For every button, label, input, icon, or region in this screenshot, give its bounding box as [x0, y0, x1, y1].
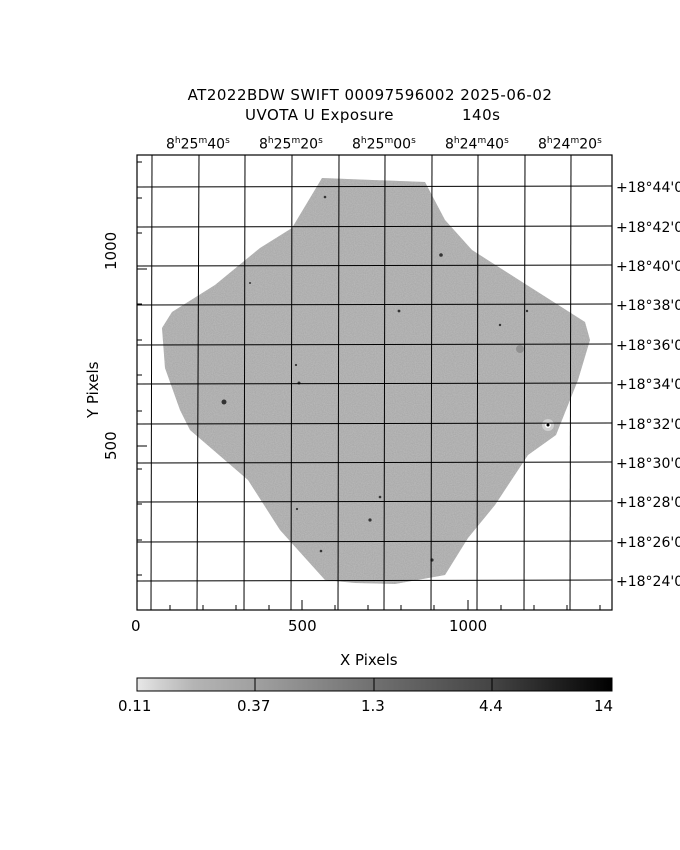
dec-tick-label: +18°36'0: [616, 338, 680, 354]
x-axis-label: X Pixels: [340, 651, 398, 669]
ra-tick-label: 8h25m20s: [259, 136, 323, 153]
ra-tick-label: 8h24m20s: [538, 136, 602, 153]
colorbar-label: 14: [594, 697, 614, 715]
y-tick-label: 1000: [102, 231, 120, 270]
x-tick-label: 500: [288, 617, 317, 635]
colorbar-label: 4.4: [479, 697, 503, 715]
ra-tick-label: 8h25m00s: [352, 136, 416, 153]
dec-tick-label: +18°34'0: [616, 377, 680, 393]
y-tick-label: 500: [102, 431, 120, 460]
dec-tick-label: +18°38'0: [616, 298, 680, 314]
colorbar-label: 0.11: [118, 697, 152, 715]
dec-tick-label: +18°40'0: [616, 259, 680, 275]
dec-tick-label: +18°24'0: [616, 574, 680, 590]
image-title: AT2022BDW SWIFT 00097596002 2025-06-02: [187, 86, 553, 104]
exposure-value: 140s: [462, 106, 501, 124]
ra-tick-label: 8h25m40s: [166, 136, 230, 153]
dec-tick-label: +18°28'0: [616, 495, 680, 511]
x-ticks: [136, 600, 601, 610]
colorbar-label: 1.3: [361, 697, 385, 715]
plot-frame: [136, 154, 613, 611]
exposure-label: UVOTA U Exposure: [245, 106, 394, 124]
colorbar: [136, 677, 613, 692]
ra-tick-label: 8h24m40s: [445, 136, 509, 153]
exposure-field: [162, 178, 590, 584]
dec-tick-label: +18°42'0: [616, 220, 680, 236]
y-axis-label: Y Pixels: [84, 361, 102, 418]
coordinate-grid: [136, 154, 613, 611]
dec-tick-label: +18°32'0: [616, 417, 680, 433]
x-tick-label: 1000: [449, 617, 488, 635]
colorbar-label: 0.37: [237, 697, 271, 715]
dec-tick-label: +18°30'0: [616, 456, 680, 472]
dec-tick-label: +18°44'0: [616, 180, 680, 196]
y-ticks: [137, 161, 147, 576]
x-tick-label: 0: [131, 617, 141, 635]
dec-tick-label: +18°26'0: [616, 535, 680, 551]
